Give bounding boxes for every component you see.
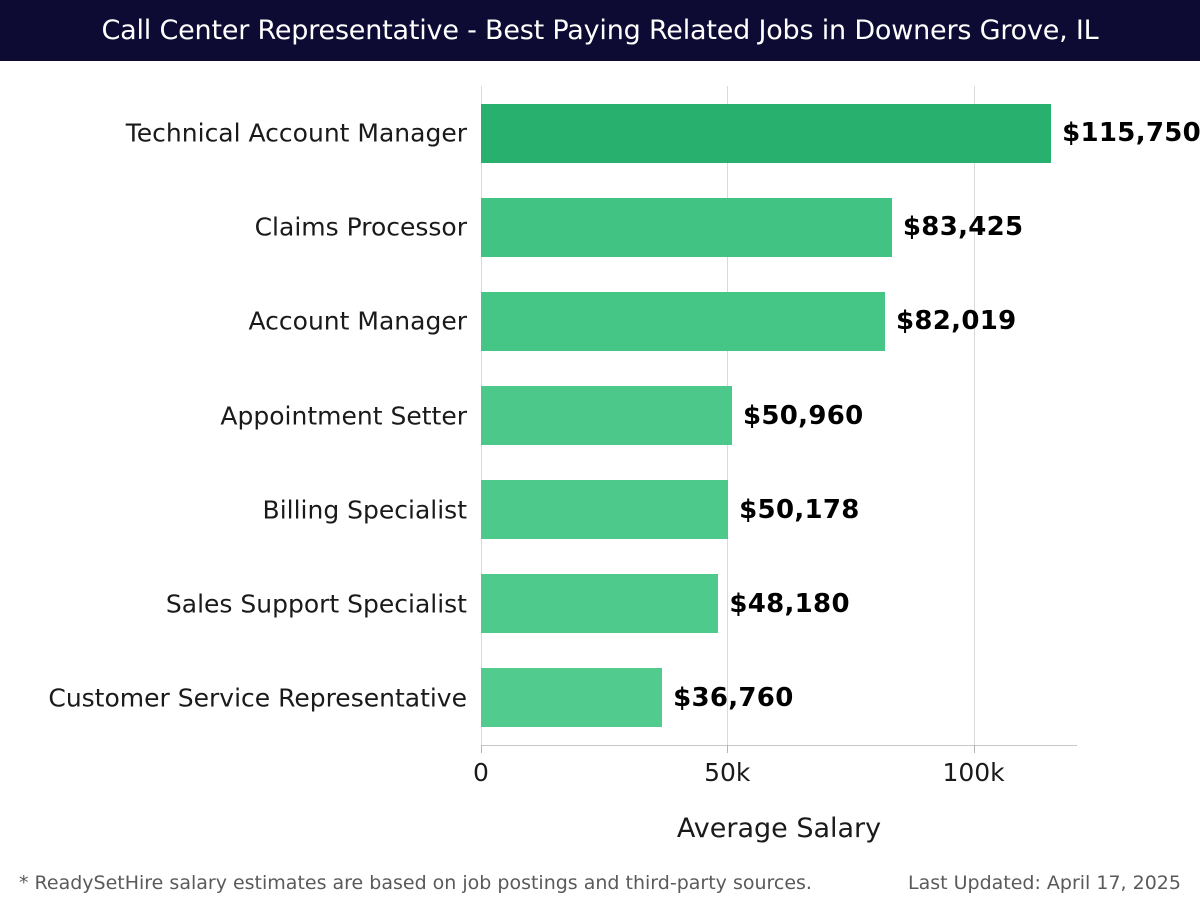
footer-disclaimer: * ReadySetHire salary estimates are base… [19, 872, 812, 894]
y-axis-category-labels: Technical Account Manager Claims Processo… [7, 86, 467, 746]
bar[interactable] [481, 197, 892, 257]
bar-value-label: $48,180 [729, 588, 850, 619]
footer-last-updated: Last Updated: April 17, 2025 [907, 872, 1181, 894]
x-axis-title: Average Salary [676, 813, 882, 844]
page-title: Call Center Representative - Best Paying… [101, 15, 1099, 46]
bar-value-label: $82,019 [895, 306, 1017, 337]
plot-region: $115,750 $83,425 $82,019 $50,960 $50,178 $48,… [473, 86, 1200, 806]
bar-row[interactable]: $83,425 [481, 197, 1077, 257]
bar-value-label: $50,178 [739, 494, 860, 525]
x-axis-tick-label: 50k [704, 758, 751, 787]
bar-row[interactable]: $50,960 [481, 386, 1077, 445]
x-axis-tick-mark [481, 745, 482, 753]
y-axis-category-label: Account Manager [248, 306, 467, 336]
y-axis-category-label: Technical Account Manager [125, 118, 467, 148]
bar-row[interactable]: $48,180 [481, 574, 1077, 634]
bar[interactable] [481, 574, 719, 634]
bar-chart: Technical Account Manager Claims Processo… [0, 61, 1200, 860]
footer: * ReadySetHire salary estimates are base… [0, 872, 1200, 920]
x-axis-tick-mark [727, 745, 729, 753]
y-axis-category-label: Billing Specialist [262, 495, 467, 525]
bar-value-label: $36,760 [673, 682, 794, 713]
bar[interactable] [481, 668, 663, 728]
x-axis-tick-label: 100k [942, 758, 1005, 787]
bar-row[interactable]: $82,019 [481, 291, 1077, 351]
x-axis-tick-label: 0 [473, 758, 489, 787]
bar[interactable] [481, 480, 729, 540]
bar-value-label: $115,750 [1062, 118, 1200, 149]
y-axis-category-label: Sales Support Specialist [165, 589, 467, 619]
bar-value-label: $83,425 [902, 212, 1024, 243]
x-axis-line [481, 745, 1077, 746]
bar-row[interactable]: $115,750 [481, 103, 1200, 163]
bar-row[interactable]: $36,760 [481, 668, 1077, 728]
y-axis-category-label: Customer Service Representative [48, 683, 467, 713]
bar[interactable] [481, 386, 732, 445]
bar-row[interactable]: $50,178 [481, 480, 1077, 540]
gridline [973, 86, 975, 745]
header-bar: Call Center Representative - Best Paying… [0, 0, 1200, 61]
x-axis-tick-mark [973, 745, 975, 753]
y-axis-category-label: Claims Processor [254, 212, 467, 242]
bar[interactable] [481, 291, 885, 351]
y-axis-category-label: Appointment Setter [220, 401, 467, 430]
bar-value-label: $50,960 [743, 400, 864, 431]
bar[interactable] [481, 103, 1052, 163]
